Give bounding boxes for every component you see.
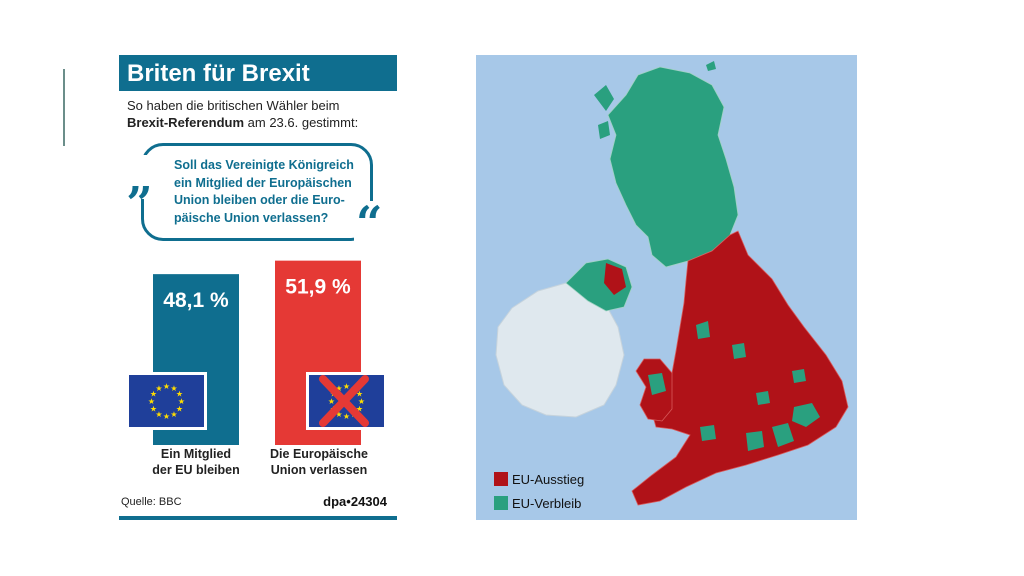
legend-remain: EU-Verbleib xyxy=(494,496,581,511)
brexit-infographic: Briten für Brexit So haben die britische… xyxy=(119,55,397,520)
scotland xyxy=(607,66,739,268)
bar-value-label-1: 51,9 % xyxy=(285,276,351,299)
legend-leave: EU-Ausstieg xyxy=(494,472,584,487)
infographic-title: Briten für Brexit xyxy=(127,60,310,87)
uk-map-drawing xyxy=(495,61,849,506)
remain-area-oxford xyxy=(756,391,770,405)
subtitle-line1: So haben die britischen Wähler beim xyxy=(127,98,340,113)
flag-star: ★ xyxy=(170,410,177,419)
flag-star: ★ xyxy=(176,390,183,399)
remain-area-northwest xyxy=(696,321,746,359)
flag-star: ★ xyxy=(163,412,170,421)
slide-accent-line xyxy=(63,69,65,146)
legend-swatch-leave xyxy=(494,472,508,486)
flag-star: ★ xyxy=(176,405,183,414)
flag-star: ★ xyxy=(163,382,170,391)
question-box: Soll das Vereinigte Königreich ein Mitgl… xyxy=(141,143,373,241)
bar-value-label-0: 48,1 % xyxy=(163,289,229,312)
legend-label-leave: EU-Ausstieg xyxy=(512,472,585,487)
remain-area-london xyxy=(792,403,820,427)
agency-logo: dpa•24304 xyxy=(323,494,387,509)
title-bar: Briten für Brexit xyxy=(119,55,397,91)
flag-star: ★ xyxy=(148,397,155,406)
legend-label-remain: EU-Verbleib xyxy=(512,496,582,511)
scottish-islands xyxy=(594,61,716,139)
flag-star: ★ xyxy=(150,390,157,399)
bar-label-remain-line1: Ein Mitglied xyxy=(160,447,232,461)
bar-label-remain: Ein Mitglied der EU bleiben xyxy=(141,446,251,478)
bar-label-leave-line2: Union verlassen xyxy=(270,463,368,477)
flag-star: ★ xyxy=(155,384,162,393)
bar-label-leave-line1: Die Europäische xyxy=(270,447,368,461)
remain-area-southeast xyxy=(746,423,794,451)
northern-ireland-leave-area xyxy=(604,263,626,295)
footer-rule xyxy=(119,516,397,520)
remain-area-wales xyxy=(648,373,666,395)
close-quote-mark: “ xyxy=(354,196,385,250)
flag-star: ★ xyxy=(358,397,365,406)
uk-results-map: EU-Ausstieg EU-Verbleib xyxy=(476,55,857,520)
source-credit: Quelle: BBC xyxy=(121,496,182,508)
open-quote-mark: „ xyxy=(125,150,156,204)
subtitle-bold: Brexit-Referendum xyxy=(127,115,245,130)
flag-star: ★ xyxy=(155,410,162,419)
bar-label-remain-line2: der EU bleiben xyxy=(152,463,240,477)
subtitle-rest: am 23.6. gestimmt: xyxy=(244,115,359,130)
infographic-subtitle: So haben die britischen Wähler beim Brex… xyxy=(127,97,392,131)
referendum-question: Soll das Vereinigte Königreich ein Mitgl… xyxy=(174,158,354,225)
cross-line-2 xyxy=(319,375,369,427)
flag-star: ★ xyxy=(343,382,350,391)
bar-label-leave: Die Europäische Union verlassen xyxy=(261,446,377,478)
flag-star: ★ xyxy=(335,384,342,393)
flag-star: ★ xyxy=(170,384,177,393)
flag-star: ★ xyxy=(328,397,335,406)
flag-star: ★ xyxy=(178,397,185,406)
remain-area-cambridge xyxy=(792,369,806,383)
eu-flag-0 xyxy=(129,375,204,427)
remain-area-bristol xyxy=(700,425,716,441)
referendum-bar-chart: 48,1 %★★★★★★★★★★★★51,9 %★★★★★★★★★★★★ xyxy=(126,260,387,445)
legend-swatch-remain xyxy=(494,496,508,510)
flag-star: ★ xyxy=(356,390,363,399)
flag-star: ★ xyxy=(343,412,350,421)
flag-star: ★ xyxy=(335,410,342,419)
flag-star: ★ xyxy=(356,405,363,414)
flag-star: ★ xyxy=(150,405,157,414)
